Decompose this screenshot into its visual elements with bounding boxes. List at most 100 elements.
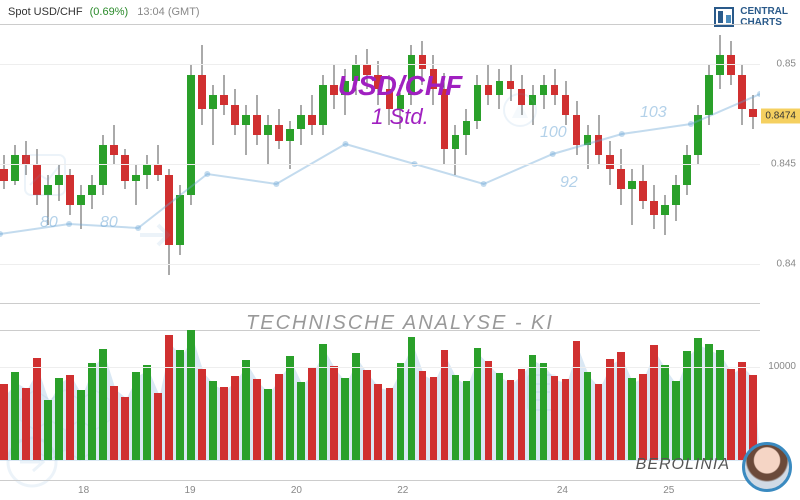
- candle: [231, 25, 239, 305]
- volume-bar: [507, 380, 515, 460]
- volume-bar: [187, 330, 195, 460]
- header: Spot USD/CHF (0.69%) 13:04 (GMT): [8, 6, 200, 18]
- candle: [529, 25, 537, 305]
- volume-bar: [452, 375, 460, 460]
- volume-bar: [286, 356, 294, 460]
- x-axis: 181920222425: [0, 480, 760, 500]
- candle: [286, 25, 294, 305]
- volume-bar: [496, 373, 504, 460]
- volume-chart[interactable]: [0, 330, 760, 460]
- volume-bar: [154, 393, 162, 460]
- candle: [738, 25, 746, 305]
- volume-bar: [584, 372, 592, 460]
- x-tick-label: 22: [397, 485, 408, 496]
- volume-bar: [165, 335, 173, 460]
- candle: [694, 25, 702, 305]
- candle: [606, 25, 614, 305]
- candle: [485, 25, 493, 305]
- candle: [716, 25, 724, 305]
- volume-bar: [121, 397, 129, 460]
- avatar-icon: [742, 442, 792, 492]
- candle: [374, 25, 382, 305]
- candle: [99, 25, 107, 305]
- volume-bar: [341, 378, 349, 460]
- candle: [154, 25, 162, 305]
- candle: [617, 25, 625, 305]
- berolinia-label: BEROLINIA: [636, 456, 730, 474]
- volume-bar: [727, 369, 735, 460]
- volume-bar: [253, 379, 261, 460]
- candle: [341, 25, 349, 305]
- candle: [628, 25, 636, 305]
- candle: [430, 25, 438, 305]
- candle: [11, 25, 19, 305]
- x-tick-label: 18: [78, 485, 89, 496]
- volume-bar: [33, 358, 41, 460]
- candle: [683, 25, 691, 305]
- candle: [419, 25, 427, 305]
- candle: [330, 25, 338, 305]
- candle: [165, 25, 173, 305]
- volume-bar: [264, 389, 272, 460]
- timestamp: 13:04 (GMT): [137, 6, 199, 18]
- candle: [749, 25, 757, 305]
- candle: [0, 25, 8, 305]
- candle: [242, 25, 250, 305]
- volume-bar: [220, 387, 228, 460]
- logo-line1: CENTRAL: [740, 6, 788, 17]
- volume-bar: [209, 381, 217, 460]
- price-y-axis: 0.840.8450.85: [760, 24, 800, 304]
- ghost-number: 103: [640, 104, 667, 122]
- volume-bar: [628, 378, 636, 460]
- candle: [452, 25, 460, 305]
- candle: [121, 25, 129, 305]
- volume-bar: [22, 388, 30, 460]
- volume-bar: [518, 369, 526, 460]
- candle: [705, 25, 713, 305]
- candle: [397, 25, 405, 305]
- candle: [363, 25, 371, 305]
- volume-bar: [474, 348, 482, 460]
- candle: [672, 25, 680, 305]
- volume-bar: [529, 355, 537, 460]
- volume-bar: [705, 344, 713, 460]
- volume-bar: [330, 366, 338, 460]
- candle: [463, 25, 471, 305]
- last-price-badge: 0.8474: [761, 109, 800, 124]
- volume-bar: [397, 363, 405, 460]
- volume-bar: [617, 352, 625, 460]
- volume-bar: [88, 363, 96, 461]
- candle: [77, 25, 85, 305]
- candle: [540, 25, 548, 305]
- candle: [650, 25, 658, 305]
- volume-bar: [606, 359, 614, 460]
- y-tick-label: 0.84: [777, 259, 796, 270]
- chart-container: Spot USD/CHF (0.69%) 13:04 (GMT) CENTRAL…: [0, 0, 800, 500]
- x-tick-label: 19: [184, 485, 195, 496]
- volume-bar: [540, 363, 548, 461]
- candle: [209, 25, 217, 305]
- volume-bar: [352, 353, 360, 460]
- volume-bar: [573, 341, 581, 460]
- volume-y-tick: 10000: [768, 361, 796, 372]
- candle: [187, 25, 195, 305]
- candle: [253, 25, 261, 305]
- candle: [408, 25, 416, 305]
- volume-bar: [562, 379, 570, 460]
- volume-bar: [672, 381, 680, 460]
- ghost-number: 100: [540, 124, 567, 142]
- x-tick-label: 24: [557, 485, 568, 496]
- candle: [308, 25, 316, 305]
- volume-bar: [308, 368, 316, 460]
- candle: [518, 25, 526, 305]
- volume-bar: [650, 345, 658, 460]
- candle: [584, 25, 592, 305]
- candle: [639, 25, 647, 305]
- volume-bar: [551, 376, 559, 461]
- volume-bar: [319, 344, 327, 460]
- volume-bar: [419, 371, 427, 460]
- candle: [441, 25, 449, 305]
- candle: [319, 25, 327, 305]
- volume-bar: [595, 384, 603, 460]
- candle: [595, 25, 603, 305]
